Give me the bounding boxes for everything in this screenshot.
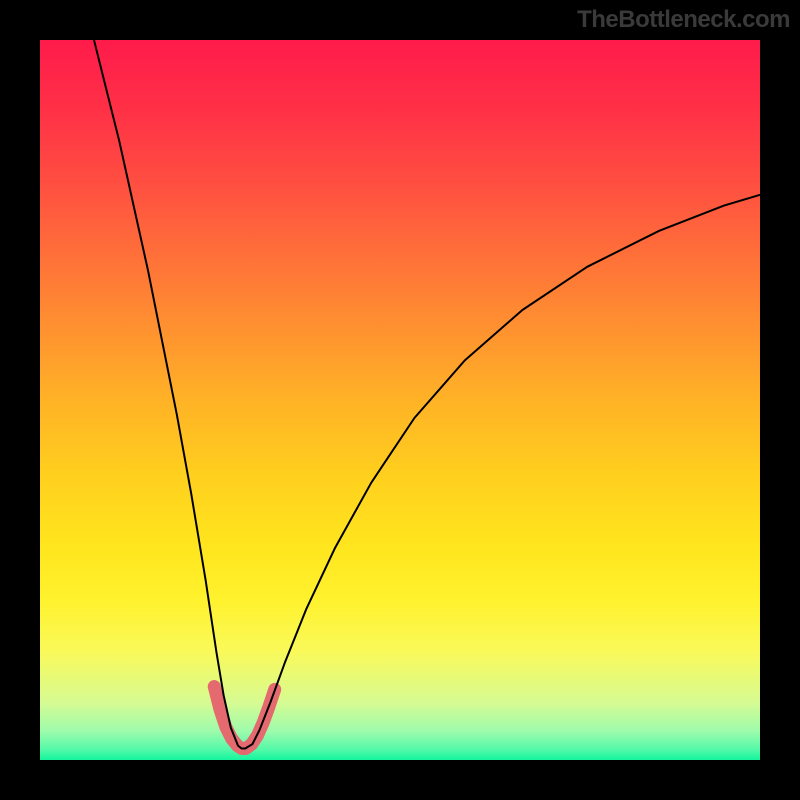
gradient-background [40,40,760,760]
plot-svg [40,40,760,760]
watermark-text: TheBottleneck.com [577,6,790,34]
plot-area [40,40,760,760]
chart-canvas: TheBottleneck.com [0,0,800,800]
